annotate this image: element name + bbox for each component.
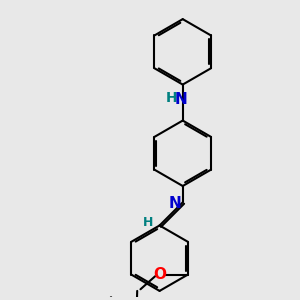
- Text: N: N: [168, 196, 181, 211]
- Text: N: N: [175, 92, 188, 107]
- Text: H: H: [143, 216, 153, 229]
- Text: H: H: [166, 91, 177, 105]
- Text: O: O: [154, 267, 166, 282]
